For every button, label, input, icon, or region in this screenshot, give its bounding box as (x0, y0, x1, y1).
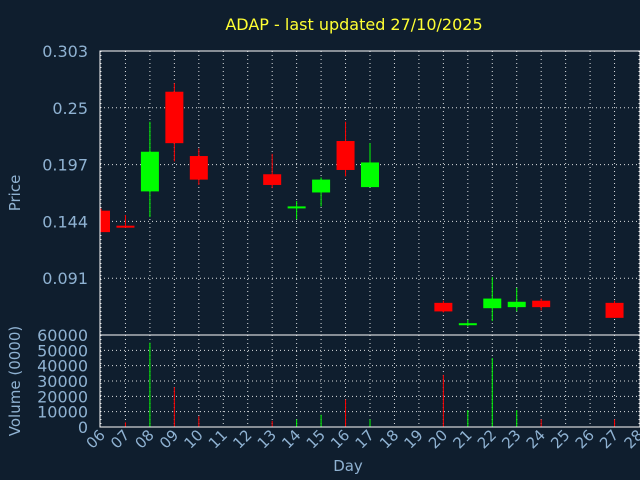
volume-axis-label: Volume (0000) (6, 326, 24, 436)
candle-body (434, 302, 453, 312)
x-tick-label: 15 (303, 426, 329, 452)
candle-body (336, 141, 355, 170)
x-axis-label: Day (333, 457, 363, 475)
price-tick-label: 0.25 (52, 99, 88, 118)
candle-body (483, 298, 502, 309)
candle-body (458, 323, 477, 326)
volume-grid (100, 335, 640, 427)
x-tick-label: 22 (474, 426, 500, 452)
x-tick-label: 17 (352, 426, 378, 452)
volume-bars (124, 342, 616, 427)
candle-body (532, 300, 551, 308)
candle-body (140, 151, 159, 192)
price-tick-label: 0.091 (42, 269, 88, 288)
price-axis-label: Price (6, 175, 24, 212)
volume-tick-label: 40000 (37, 357, 88, 376)
candle-body (165, 91, 184, 144)
x-tick-label: 26 (572, 426, 598, 452)
x-tick-label: 09 (156, 426, 182, 452)
price-tick-label: 0.197 (42, 156, 88, 175)
x-tick-label: 07 (107, 426, 133, 452)
x-tick-label: 12 (229, 426, 255, 452)
x-tick-label: 21 (449, 426, 475, 452)
price-tick-label: 0.303 (42, 42, 88, 61)
candle-body (312, 179, 331, 193)
volume-frame (99, 334, 640, 428)
chart-title: ADAP - last updated 27/10/2025 (225, 15, 482, 34)
x-tick-label: 24 (523, 426, 549, 452)
x-tick-label: 11 (205, 426, 231, 452)
price-panel: 0.303 0.25 0.197 0.144 0.091 Price (6, 42, 640, 336)
price-candles (100, 83, 624, 327)
x-tick-label: 25 (547, 426, 573, 452)
volume-tick-label: 20000 (37, 387, 88, 406)
x-tick-label: 14 (278, 426, 304, 452)
x-tick-label: 23 (498, 426, 524, 452)
candle-body (263, 174, 282, 185)
candle-body (189, 156, 208, 180)
candle-body (116, 225, 135, 228)
x-tick-label: 28 (621, 426, 640, 452)
candle-body (287, 206, 306, 209)
x-tick-label: 27 (596, 426, 622, 452)
x-axis-ticks: 0607080910111213141516171819202122232425… (83, 426, 640, 452)
x-tick-label: 18 (376, 426, 402, 452)
x-tick-label: 10 (180, 426, 206, 452)
candle-body (507, 301, 526, 308)
price-axis-ticks: 0.303 0.25 0.197 0.144 0.091 (42, 42, 88, 288)
volume-tick-label: 60000 (37, 326, 88, 345)
candle-body (101, 210, 110, 233)
x-tick-label: 20 (425, 426, 451, 452)
candle-body (361, 162, 379, 188)
x-tick-label: 19 (401, 426, 427, 452)
volume-tick-label: 30000 (37, 372, 88, 391)
volume-tick-label: 50000 (37, 341, 88, 360)
x-tick-label: 16 (327, 426, 353, 452)
candle-body (605, 302, 624, 318)
x-tick-label: 13 (254, 426, 280, 452)
price-tick-label: 0.144 (42, 212, 88, 231)
x-tick-label: 08 (132, 426, 158, 452)
volume-tick-label: 10000 (37, 403, 88, 422)
volume-tick-label: 0 (78, 418, 88, 437)
